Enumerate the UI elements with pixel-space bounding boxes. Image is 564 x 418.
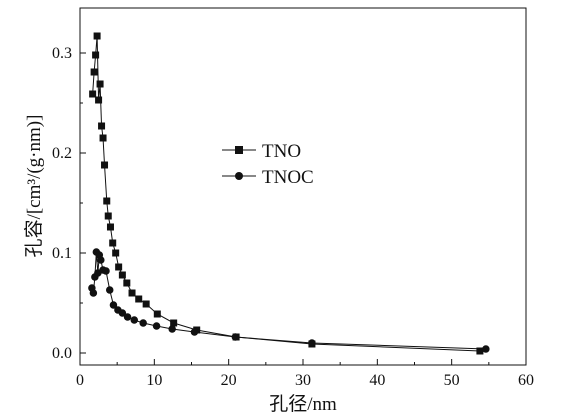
- x-tick-label: 30: [295, 372, 311, 389]
- data-point-tno: [115, 263, 123, 271]
- y-axis: 0.0 0.1 0.2 0.3: [52, 45, 86, 362]
- y-tick-label: 0.0: [52, 345, 72, 362]
- data-point-tnoc: [482, 345, 490, 353]
- x-tick-label: 0: [76, 372, 84, 389]
- data-point-tnoc: [130, 316, 139, 324]
- x-tick-label: 50: [444, 372, 460, 389]
- series-line-tnoc: [91, 251, 486, 350]
- data-point-tnoc: [118, 309, 127, 317]
- legend-label-tno: TNO: [262, 141, 301, 162]
- series-tnoc: [88, 248, 490, 353]
- legend-item-tno: TNO: [222, 141, 301, 162]
- series-line-tno: [92, 35, 480, 352]
- x-tick-label: 10: [146, 372, 162, 389]
- data-point-tnoc: [102, 267, 110, 275]
- data-point-tno: [123, 279, 131, 287]
- data-point-tno: [98, 122, 106, 130]
- data-point-tnoc: [168, 325, 176, 333]
- data-point-tno: [89, 90, 97, 98]
- data-point-tnoc: [190, 328, 199, 336]
- data-point-tnoc: [308, 339, 316, 347]
- data-point-tno: [118, 271, 126, 279]
- legend-label-tnoc: TNOC: [262, 167, 314, 188]
- legend: TNO TNOC: [222, 141, 314, 188]
- data-point-tnoc: [97, 256, 105, 264]
- y-tick-label: 0.1: [52, 245, 72, 262]
- x-axis-title: 孔径/nm: [269, 393, 337, 415]
- legend-marker-tnoc: [235, 172, 243, 180]
- x-tick-label: 60: [518, 372, 534, 389]
- data-point-tno: [95, 96, 103, 104]
- x-tick-label: 40: [369, 372, 385, 389]
- y-tick-label: 0.3: [52, 45, 72, 62]
- x-tick-label: 20: [221, 372, 237, 389]
- legend-marker-tno: [235, 146, 243, 154]
- y-tick-label: 0.2: [52, 145, 72, 162]
- data-point-tno: [128, 289, 136, 297]
- data-point-tno: [90, 68, 98, 76]
- data-point-tno: [93, 32, 101, 40]
- data-point-tnoc: [152, 322, 161, 330]
- data-point-tno: [112, 249, 120, 257]
- data-point-tno: [476, 347, 484, 355]
- data-point-tno: [92, 51, 100, 59]
- data-point-tno: [109, 239, 117, 247]
- data-point-tno: [153, 310, 161, 318]
- y-axis-title: 孔容/[cm³/(g·nm)]: [23, 115, 45, 258]
- data-point-tno: [104, 212, 112, 220]
- data-point-tno: [106, 223, 114, 231]
- legend-item-tnoc: TNOC: [222, 167, 314, 188]
- data-point-tnoc: [139, 319, 147, 327]
- series-tno: [89, 32, 484, 355]
- data-point-tnoc: [109, 301, 118, 309]
- data-point-tno: [142, 300, 150, 308]
- data-point-tno: [170, 319, 178, 327]
- series-layer: [88, 32, 490, 355]
- data-point-tno: [135, 295, 143, 303]
- data-point-tno: [101, 161, 109, 169]
- data-point-tno: [96, 80, 104, 88]
- data-point-tnoc: [89, 289, 98, 297]
- data-point-tnoc: [105, 286, 114, 294]
- data-point-tno: [103, 197, 111, 205]
- data-point-tnoc: [123, 313, 132, 321]
- x-axis: 0 10 20 30 40 50 60: [76, 359, 534, 389]
- data-point-tno: [99, 134, 107, 142]
- data-point-tnoc: [231, 333, 240, 341]
